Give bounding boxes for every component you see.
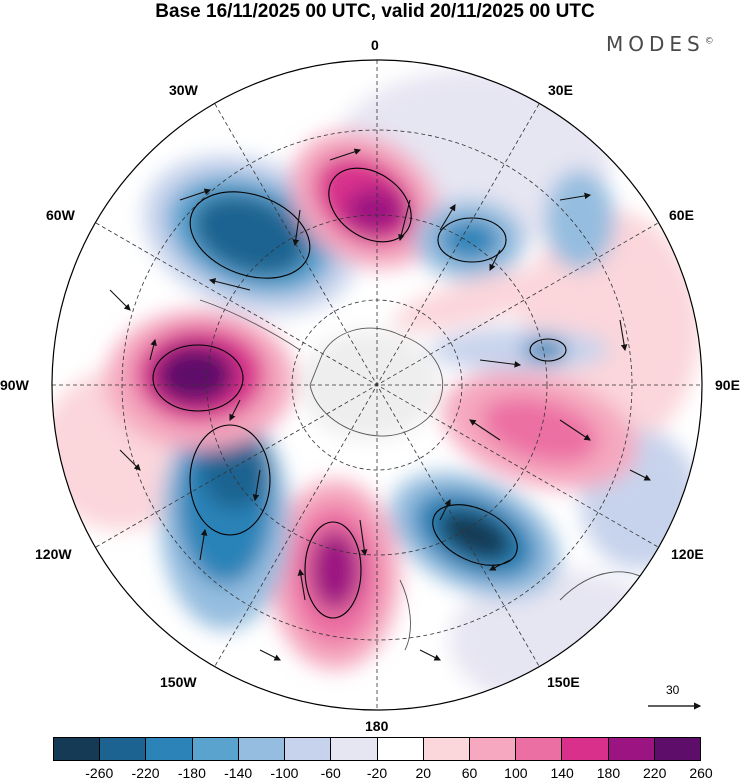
label-180: 180	[365, 718, 389, 734]
label-120e: 120E	[671, 546, 704, 562]
logo-mark: ©	[704, 36, 714, 47]
colorbar-tick-label: -260	[85, 765, 114, 781]
colorbar-swatch	[192, 738, 239, 760]
colorbar-swatch	[423, 738, 470, 760]
colorbar-swatch	[377, 738, 424, 760]
colorbar-swatch	[285, 738, 332, 760]
chart-title: Base 16/11/2025 00 UTC, valid 20/11/2025…	[155, 1, 595, 22]
colorbar-swatch	[146, 738, 193, 760]
colorbar-tick-label: 20	[415, 765, 432, 781]
colorbar-tick-label: -60	[320, 765, 341, 781]
colorbar-swatch	[469, 738, 517, 760]
colorbar-tick-label: 260	[689, 765, 713, 781]
colorbar-tick-label: 140	[550, 765, 574, 781]
colorbar-swatch	[54, 738, 101, 760]
label-90w: 90W	[0, 377, 29, 393]
colorbar-swatch	[516, 738, 563, 760]
label-120w: 120W	[35, 546, 72, 562]
colorbar-tick-label: 180	[596, 765, 621, 781]
graticule	[52, 60, 702, 710]
label-150w: 150W	[160, 674, 197, 690]
colorbar-tick-label: -220	[131, 765, 160, 781]
colorbar-tick-label: -20	[366, 765, 388, 781]
label-90e: 90E	[715, 377, 740, 393]
modes-logo: MODES©	[606, 32, 714, 56]
label-30e: 30E	[548, 82, 573, 98]
logo-text: MODES	[606, 32, 705, 56]
colorbar-tick-label: -180	[177, 765, 206, 781]
colorbar	[53, 737, 701, 761]
colorbar-tick-label: 100	[504, 765, 528, 781]
colorbar-tick-label: -100	[270, 765, 299, 781]
antarctica-coastline	[309, 327, 444, 437]
colorbar-swatch	[100, 738, 147, 760]
new-zealand-coastline	[399, 579, 411, 651]
colorbar-tick-label: -140	[224, 765, 253, 781]
label-30w: 30W	[169, 82, 198, 98]
label-60e: 60E	[669, 207, 694, 223]
colorbar-swatch	[238, 738, 286, 760]
colorbar-swatch	[331, 738, 378, 760]
label-150e: 150E	[547, 674, 580, 690]
field-shading	[52, 60, 702, 710]
map-border	[51, 59, 703, 711]
colorbar-tick-label: 220	[643, 765, 667, 781]
colorbar-swatch	[562, 738, 609, 760]
wind-vectors	[109, 148, 651, 661]
label-60w: 60W	[46, 207, 75, 223]
south-america-coastline	[199, 299, 301, 351]
reference-vector-value: 30	[666, 683, 680, 697]
colorbar-tick-label: 60	[461, 765, 478, 781]
contours	[152, 167, 567, 619]
label-0: 0	[371, 37, 379, 53]
colorbar-swatch	[654, 738, 701, 760]
colorbar-swatch	[608, 738, 655, 760]
